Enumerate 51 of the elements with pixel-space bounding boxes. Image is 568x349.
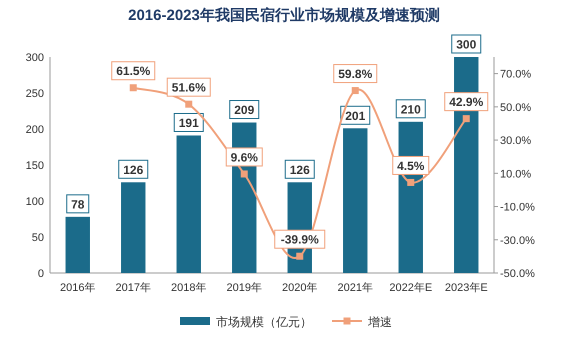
point (407, 178, 414, 186)
bar (343, 128, 368, 273)
y2-tick-label: 70.0% (500, 68, 532, 81)
point (240, 170, 248, 178)
point (462, 115, 470, 122)
y-tick-label: 200 (26, 124, 44, 136)
x-tick-label: 2021年 (338, 282, 373, 294)
bar (176, 135, 201, 273)
point (185, 100, 192, 108)
data-label: 42.9% (449, 95, 484, 110)
bar (66, 216, 90, 273)
x-tick-label: 2016年 (60, 282, 96, 294)
data-label: 78 (71, 197, 85, 212)
x-tick-label: 2023年E (444, 282, 488, 294)
data-label: 126 (123, 162, 144, 177)
data-label: 300 (456, 38, 477, 52)
y-tick-label: 50 (32, 232, 44, 244)
data-label: 4.5% (397, 158, 425, 173)
y2-tick-label: 50.0% (500, 102, 532, 114)
x-tick-label: 2019年 (226, 282, 262, 294)
chart-title: 2016-2023年我国民宿行业市场规模及增速预测 (128, 6, 440, 24)
y2-tick-label: 10.0% (500, 168, 532, 180)
y2-tick-label: -50.0% (500, 268, 536, 280)
legend-label: 市场规模（亿元） (216, 315, 312, 329)
y2-tick-label: -10.0% (500, 202, 536, 214)
x-tick-label: 2018年 (171, 282, 206, 294)
x-tick-label: 2017年 (116, 282, 151, 294)
y2-tick-label: -30.0% (500, 234, 536, 247)
data-label: 61.5% (116, 64, 151, 78)
data-label: 191 (178, 116, 200, 130)
point (130, 84, 137, 92)
data-label: 9.6% (230, 150, 258, 164)
data-label: 210 (400, 102, 422, 116)
bar (121, 182, 146, 273)
data-label: 51.6% (172, 80, 206, 95)
point (352, 87, 359, 94)
point (296, 252, 304, 260)
data-label: -39.9% (280, 232, 320, 247)
x-tick-label: 2020年 (282, 282, 318, 294)
legend-label: 增速 (367, 315, 392, 329)
y-tick-label: 100 (26, 196, 44, 208)
y-tick-label: 150 (26, 160, 44, 172)
data-label: 201 (345, 108, 366, 123)
y-tick-label: 300 (26, 52, 44, 64)
data-label: 59.8% (338, 67, 373, 82)
y-tick-label: 250 (26, 88, 44, 100)
data-label: 209 (234, 103, 255, 118)
data-label: 126 (290, 162, 310, 177)
y-tick-label: 0 (38, 268, 44, 280)
y2-tick-label: 30.0% (500, 135, 532, 148)
x-tick-label: 2022年E (389, 282, 432, 294)
